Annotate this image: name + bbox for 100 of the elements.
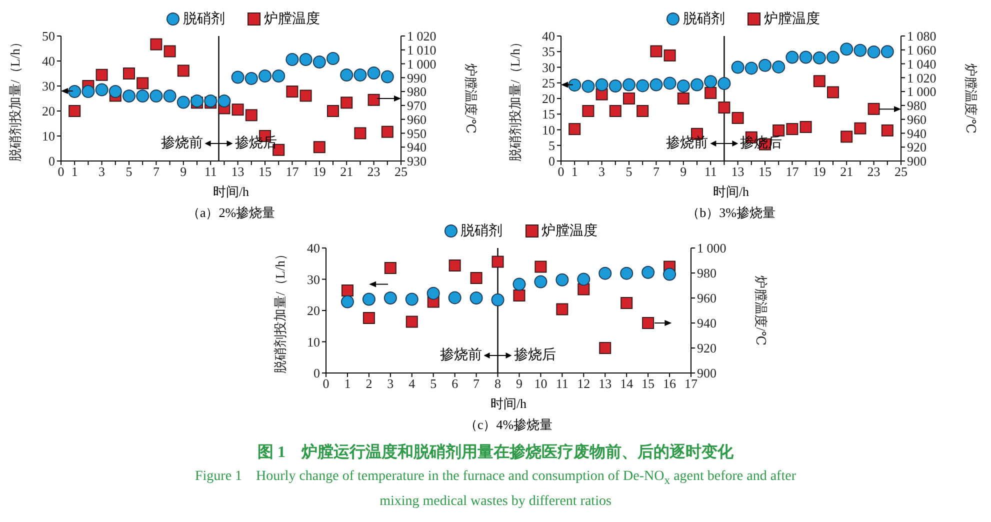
point <box>340 295 354 308</box>
y2-axis-title: 炉膛温度/℃ <box>463 63 478 134</box>
point <box>384 262 396 274</box>
x-tick-label: 5 <box>126 164 132 180</box>
y-tick-label: 15 <box>542 106 555 122</box>
point <box>426 286 440 300</box>
point <box>470 272 482 284</box>
point <box>150 38 162 50</box>
point <box>623 92 635 104</box>
caption: 图 1 炉膛运行温度和脱硝剂用量在掺烧医疗废物前、后的逐时变化 <box>256 442 734 463</box>
x-tick-label: 11 <box>556 376 568 392</box>
y-tick-label: 10 <box>307 334 320 350</box>
y2-tick-label: 900 <box>907 154 926 169</box>
legend-label: 炉膛温度 <box>264 10 320 28</box>
y-axis-title: 脱硝剂投加量/（L/h） <box>8 36 23 162</box>
point <box>340 96 353 109</box>
point <box>867 45 880 58</box>
point <box>95 83 108 96</box>
y2-tick-label: 1 020 <box>907 70 936 86</box>
point <box>232 104 244 116</box>
y2-tick-label: 1 000 <box>907 84 936 100</box>
y2-tick-label: 900 <box>697 366 716 381</box>
point <box>732 112 744 124</box>
y-tick-label: 35 <box>542 44 555 60</box>
legend-label: 脱硝剂 <box>683 10 725 28</box>
point <box>772 60 786 74</box>
y2-tick-label: 990 <box>407 70 426 86</box>
y2-tick-label: 1 060 <box>907 42 936 58</box>
point <box>492 256 504 268</box>
point <box>568 123 581 136</box>
x-tick-label: 4 <box>408 376 416 392</box>
point <box>272 70 286 82</box>
caption: Figure 1 Hourly change of temperature in the furnace and consumption of De-NO$_{x}$ agent before and after <box>194 468 797 489</box>
y-tick-label: 5 <box>548 138 555 153</box>
point <box>556 303 568 316</box>
x-tick-label: 25 <box>894 164 908 180</box>
point <box>326 52 340 65</box>
point <box>704 75 718 88</box>
y-tick-label: 40 <box>542 28 555 44</box>
x-tick-label: 19 <box>312 164 326 180</box>
x-axis-title: 时间/h <box>212 183 250 201</box>
y-tick-label: 0 <box>548 154 555 169</box>
point <box>150 90 163 102</box>
point <box>881 124 894 136</box>
y2-tick-label: 920 <box>907 140 926 155</box>
x-tick-label: 21 <box>340 164 354 180</box>
point <box>840 42 854 56</box>
point <box>664 49 676 62</box>
x-tick-label: 15 <box>258 164 272 180</box>
x-tick-label: 13 <box>231 164 244 180</box>
y-tick-label: 30 <box>542 60 555 75</box>
point <box>448 260 461 272</box>
point <box>68 105 81 117</box>
point <box>96 68 108 81</box>
point <box>786 123 798 136</box>
x-tick-label: 13 <box>731 164 744 180</box>
point <box>299 53 312 66</box>
point <box>622 78 636 92</box>
point <box>577 272 590 286</box>
point <box>650 78 663 92</box>
y2-tick-label: 940 <box>907 126 926 141</box>
y-tick-label: 0 <box>48 154 55 169</box>
legend-label: 炉膛温度 <box>542 222 598 240</box>
x-tick-label: 0 <box>58 164 64 180</box>
point <box>642 317 654 329</box>
x-tick-label: 9 <box>516 376 522 392</box>
y2-tick-label: 980 <box>407 84 426 100</box>
x-tick-label: 21 <box>840 164 854 180</box>
x-tick-label: 3 <box>387 376 394 392</box>
point <box>663 76 676 90</box>
x-tick-label: 13 <box>598 376 612 392</box>
x-tick-label: 12 <box>577 376 590 392</box>
point <box>718 102 730 114</box>
point <box>405 292 418 306</box>
point <box>68 85 82 98</box>
x-tick-label: 23 <box>367 164 380 180</box>
point <box>136 77 149 90</box>
text: （c）4%掺烧量 <box>463 416 554 434</box>
point <box>327 105 339 117</box>
y2-tick-label: 960 <box>907 112 926 127</box>
y2-tick-label: 930 <box>407 154 426 169</box>
x-tick-label: 7 <box>152 164 160 180</box>
point <box>690 78 704 92</box>
y-tick-label: 10 <box>542 122 555 138</box>
point <box>718 77 731 90</box>
x-tick-label: 3 <box>98 164 106 180</box>
y-axis-title: 脱硝剂投加量/（L/h） <box>508 36 523 162</box>
point <box>231 70 244 84</box>
point <box>164 45 176 58</box>
y2-tick-label: 980 <box>697 266 716 281</box>
point <box>663 268 676 281</box>
x-tick-label: 1 <box>71 164 78 180</box>
point <box>448 291 462 304</box>
point <box>598 266 612 280</box>
point <box>568 78 582 92</box>
point <box>868 102 880 115</box>
y-tick-label: 0 <box>314 366 320 381</box>
point <box>244 72 258 85</box>
y2-tick-label: 980 <box>907 98 926 114</box>
point <box>813 75 826 88</box>
